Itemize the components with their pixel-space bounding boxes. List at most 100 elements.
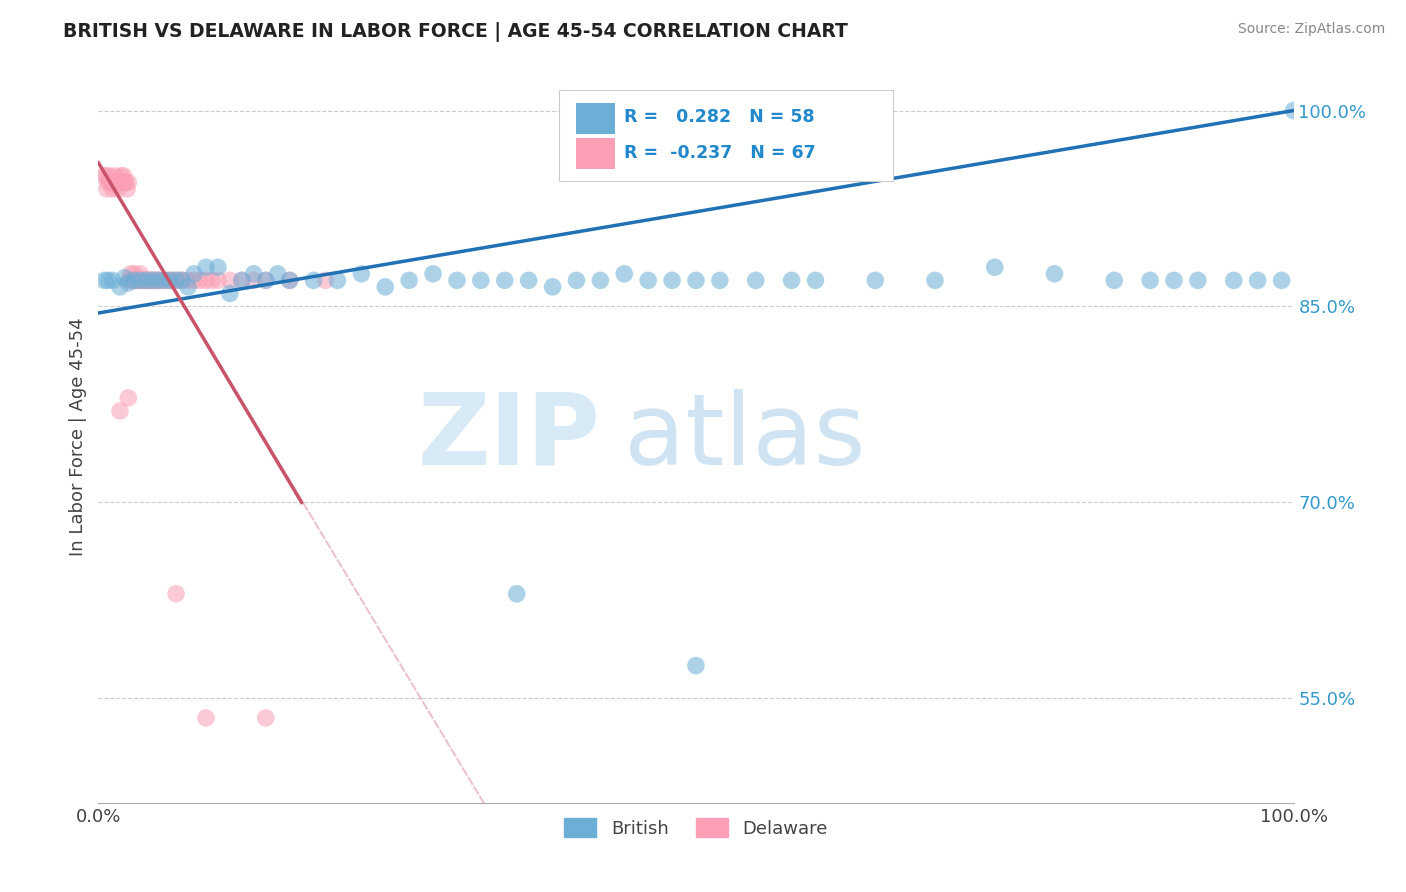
- Point: [1282, 103, 1305, 118]
- Point: [114, 270, 136, 285]
- Point: [155, 273, 177, 287]
- Point: [169, 273, 191, 287]
- Point: [661, 273, 683, 287]
- FancyBboxPatch shape: [558, 90, 893, 181]
- Point: [101, 273, 124, 287]
- Point: [470, 273, 492, 287]
- Point: [637, 273, 659, 287]
- Point: [278, 273, 301, 287]
- Point: [103, 175, 125, 189]
- Point: [1043, 267, 1066, 281]
- Point: [122, 273, 145, 287]
- Point: [177, 280, 200, 294]
- Point: [97, 273, 120, 287]
- Point: [125, 273, 148, 287]
- FancyBboxPatch shape: [576, 103, 614, 134]
- Point: [254, 273, 277, 287]
- Point: [350, 267, 373, 281]
- Point: [135, 273, 157, 287]
- Y-axis label: In Labor Force | Age 45-54: In Labor Force | Age 45-54: [69, 318, 87, 557]
- Point: [398, 273, 420, 287]
- Text: R =   0.282   N = 58: R = 0.282 N = 58: [624, 109, 815, 127]
- Point: [278, 273, 301, 287]
- Point: [541, 280, 564, 294]
- Point: [112, 169, 135, 183]
- Point: [136, 273, 159, 287]
- Point: [152, 273, 174, 287]
- Point: [114, 175, 136, 189]
- Point: [105, 175, 128, 189]
- Point: [141, 273, 163, 287]
- Point: [131, 273, 153, 287]
- Point: [315, 273, 337, 287]
- Point: [104, 169, 127, 183]
- Point: [98, 175, 122, 189]
- FancyBboxPatch shape: [576, 138, 614, 169]
- Point: [254, 273, 277, 287]
- Point: [1247, 273, 1270, 287]
- Point: [1139, 273, 1161, 287]
- Point: [131, 273, 153, 287]
- Point: [100, 175, 122, 189]
- Point: [177, 273, 200, 287]
- Point: [101, 182, 124, 196]
- Point: [517, 273, 540, 287]
- Point: [195, 260, 218, 275]
- Point: [115, 175, 138, 189]
- Point: [141, 273, 163, 287]
- Point: [124, 273, 146, 287]
- Point: [1163, 273, 1185, 287]
- Point: [1223, 273, 1246, 287]
- Point: [745, 273, 768, 287]
- Text: atlas: atlas: [624, 389, 866, 485]
- Point: [127, 273, 149, 287]
- Point: [148, 273, 170, 287]
- Point: [115, 182, 138, 196]
- Point: [121, 273, 143, 287]
- Point: [139, 273, 162, 287]
- Point: [207, 273, 229, 287]
- Point: [118, 273, 141, 287]
- Point: [231, 273, 253, 287]
- Point: [93, 273, 115, 287]
- Point: [422, 267, 444, 281]
- Point: [153, 273, 176, 287]
- Point: [142, 273, 165, 287]
- Point: [685, 273, 707, 287]
- Point: [138, 273, 160, 287]
- Point: [124, 273, 146, 287]
- Point: [195, 273, 218, 287]
- Point: [494, 273, 516, 287]
- Text: R =  -0.237   N = 67: R = -0.237 N = 67: [624, 145, 815, 162]
- Point: [207, 260, 229, 275]
- Point: [613, 267, 636, 281]
- Point: [924, 273, 946, 287]
- Point: [589, 273, 612, 287]
- Point: [145, 273, 167, 287]
- Point: [374, 280, 396, 294]
- Point: [117, 175, 139, 189]
- Point: [148, 273, 170, 287]
- Point: [117, 276, 139, 290]
- Point: [1187, 273, 1209, 287]
- Point: [254, 711, 277, 725]
- Point: [132, 273, 155, 287]
- Point: [94, 169, 117, 183]
- Point: [1271, 273, 1294, 287]
- Point: [159, 273, 181, 287]
- Point: [565, 273, 588, 287]
- Point: [709, 273, 731, 287]
- Point: [110, 169, 132, 183]
- Point: [129, 267, 152, 281]
- Point: [1104, 273, 1126, 287]
- Point: [143, 273, 166, 287]
- Text: Source: ZipAtlas.com: Source: ZipAtlas.com: [1237, 22, 1385, 37]
- Point: [108, 175, 131, 189]
- Point: [219, 286, 242, 301]
- Point: [108, 404, 131, 418]
- Point: [326, 273, 349, 287]
- Point: [780, 273, 803, 287]
- Point: [97, 175, 120, 189]
- Point: [108, 280, 131, 294]
- Point: [231, 273, 253, 287]
